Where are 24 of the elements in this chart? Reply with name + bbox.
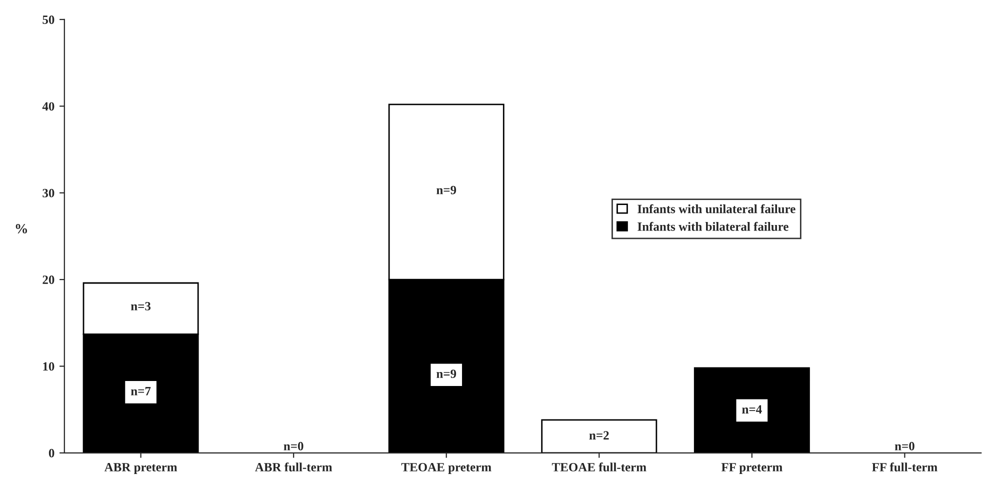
annotation: n=4 (742, 405, 762, 414)
y-tick-label: 50 (42, 16, 54, 24)
annotation: n=2 (589, 431, 609, 440)
bar (694, 367, 810, 453)
x-tick-label: FF preterm (721, 463, 782, 474)
y-tick-label: 30 (42, 188, 54, 198)
legend-label: Infants with bilateral failure (638, 222, 788, 231)
x-tick-label: TEOAE full-term (552, 462, 646, 472)
legend-label: Infants with unilateral failure (638, 204, 796, 214)
annotation: n=9 (436, 370, 456, 378)
annotation: n=7 (130, 387, 151, 396)
y-tick-label: 20 (42, 276, 54, 284)
y-tick-label: 40 (42, 102, 54, 111)
annotation: n=0 (284, 442, 304, 450)
annotation: n=9 (436, 186, 456, 194)
annotation: n=3 (130, 302, 151, 310)
x-tick-label: TEOAE preterm (401, 463, 492, 474)
x-tick-label: FF full-term (872, 462, 938, 472)
x-tick-label: ABR preterm (104, 463, 178, 474)
y-tick-label: 0 (48, 448, 54, 458)
annotation: n=0 (894, 442, 914, 450)
y-tick-label: 10 (43, 362, 54, 371)
y-axis-title: % (16, 224, 27, 234)
x-tick-label: ABR full-term (255, 462, 332, 472)
